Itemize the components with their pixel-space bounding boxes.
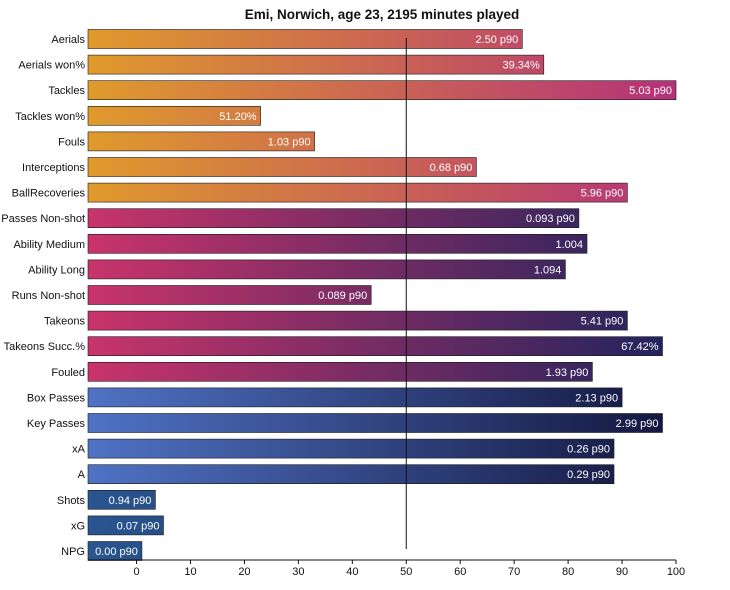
- data-label-interceptions: 0.68 p90: [430, 162, 473, 174]
- category-label-box-passes: Box Passes: [27, 392, 86, 404]
- data-label-a: 0.29 p90: [567, 469, 610, 481]
- x-tick-label-50: 50: [400, 566, 412, 578]
- bar-takeons: [87, 310, 628, 331]
- x-tick-label-0: 0: [133, 566, 139, 578]
- category-label-ability-medium: Ability Medium: [13, 239, 85, 251]
- x-tick-label-60: 60: [454, 566, 466, 578]
- data-label-takeons: 5.41 p90: [581, 316, 624, 328]
- bar-tackles: [87, 80, 677, 100]
- bar-aerials-won: [87, 54, 545, 75]
- bar-key-passes: [87, 413, 663, 433]
- x-tick-label-10: 10: [184, 566, 196, 578]
- category-label-tackles: Tackles: [48, 85, 85, 97]
- bar-ballrecoveries: [87, 182, 628, 203]
- x-tick-label-80: 80: [562, 566, 574, 578]
- category-label-xa: xA: [72, 444, 86, 456]
- bar-shots: [87, 489, 156, 510]
- bar-aerials: [87, 29, 523, 49]
- category-label-ballrecoveries: BallRecoveries: [12, 188, 86, 200]
- x-tick-label-90: 90: [616, 566, 628, 578]
- chart-title: Emi, Norwich, age 23, 2195 minutes playe…: [245, 7, 520, 22]
- category-label-takeons-succ: Takeons Succ.%: [4, 341, 86, 353]
- bar-takeons-succ: [87, 336, 663, 357]
- category-label-passes-non-shot: Passes Non-shot: [1, 213, 85, 225]
- bar-a: [87, 464, 615, 485]
- data-label-npg: 0.00 p90: [95, 546, 138, 558]
- category-label-xg: xG: [71, 520, 85, 532]
- data-label-aerials: 2.50 p90: [475, 34, 518, 46]
- bar-ability-long: [87, 259, 566, 280]
- x-tick-label-40: 40: [346, 566, 358, 578]
- bar-xg: [87, 515, 164, 536]
- data-label-ballrecoveries: 5.96 p90: [581, 188, 624, 200]
- x-tick-label-20: 20: [238, 566, 250, 578]
- data-label-tackles: 5.03 p90: [629, 85, 672, 97]
- category-label-aerials: Aerials: [51, 34, 85, 46]
- data-label-fouls: 1.03 p90: [268, 136, 311, 148]
- bar-box-passes: [87, 387, 623, 408]
- data-label-key-passes: 2.99 p90: [616, 418, 659, 430]
- category-label-interceptions: Interceptions: [22, 162, 85, 174]
- category-label-takeons: Takeons: [44, 316, 85, 328]
- data-label-ability-long: 1.094: [534, 264, 562, 276]
- bar-tackles-won: [87, 106, 261, 126]
- data-label-tackles-won: 51.20%: [219, 111, 257, 123]
- bar-fouls: [87, 131, 315, 152]
- category-label-shots: Shots: [57, 495, 86, 507]
- category-label-fouls: Fouls: [58, 136, 85, 148]
- x-tick-label-30: 30: [292, 566, 304, 578]
- bar-passes-non-shot: [87, 208, 580, 228]
- category-label-tackles-won: Tackles won%: [15, 111, 85, 123]
- data-label-aerials-won: 39.34%: [502, 60, 540, 72]
- category-label-fouled: Fouled: [51, 367, 85, 379]
- bar-runs-non-shot: [87, 285, 372, 305]
- category-label-runs-non-shot: Runs Non-shot: [12, 290, 85, 302]
- data-label-xg: 0.07 p90: [117, 520, 160, 532]
- data-label-takeons-succ: 67.42%: [621, 341, 659, 353]
- data-label-fouled: 1.93 p90: [546, 367, 589, 379]
- x-axis: 0 10 20 30 40 50 60 70 80 90 100: [88, 559, 685, 578]
- bar-ability-medium: [87, 234, 588, 254]
- bar-xa: [87, 438, 615, 459]
- category-label-a: A: [78, 469, 86, 481]
- data-label-box-passes: 2.13 p90: [575, 392, 618, 404]
- category-label-ability-long: Ability Long: [28, 264, 85, 276]
- data-label-shots: 0.94 p90: [109, 495, 152, 507]
- bar-fouled: [87, 361, 593, 382]
- x-tick-label-70: 70: [508, 566, 520, 578]
- x-tick-label-100: 100: [667, 566, 685, 578]
- data-label-ability-medium: 1.004: [555, 239, 583, 251]
- data-label-passes-non-shot: 0.093 p90: [526, 213, 575, 225]
- data-label-xa: 0.26 p90: [567, 444, 610, 456]
- category-label-aerials-won: Aerials won%: [18, 60, 85, 72]
- category-label-key-passes: Key Passes: [27, 418, 86, 430]
- bar-interceptions: [87, 157, 477, 177]
- data-label-runs-non-shot: 0.089 p90: [318, 290, 367, 302]
- bars-layer: Aerials 2.50 p90 Aerials won% 39.34% Tackles…: [1, 29, 677, 561]
- category-label-npg: NPG: [61, 546, 85, 558]
